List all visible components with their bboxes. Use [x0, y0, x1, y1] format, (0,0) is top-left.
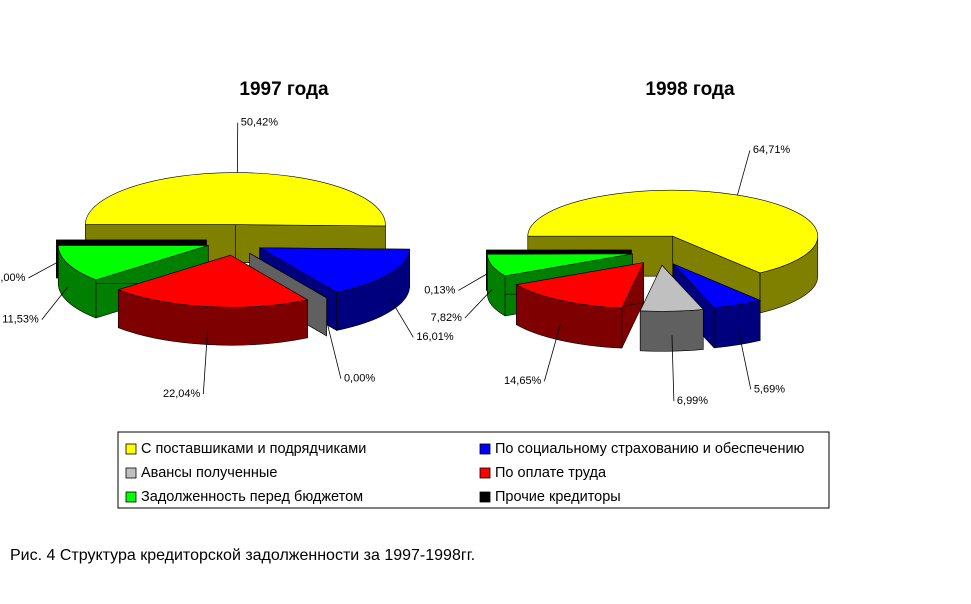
pie-slice [515, 262, 645, 349]
slice-top [639, 264, 704, 312]
data-label: 0,00% [344, 373, 375, 385]
leader-line [737, 328, 752, 390]
data-label: 6,99% [677, 395, 708, 407]
chart-title: 1997 года [239, 79, 329, 100]
slice-top [515, 262, 645, 309]
data-label: 22,04% [163, 388, 201, 400]
slice-wall [713, 300, 761, 349]
slice-top [85, 172, 386, 227]
legend-label: Авансы полученные [141, 465, 277, 481]
chart-title: 1998 года [645, 79, 735, 100]
leader-line [41, 286, 69, 320]
slice-wall [639, 309, 704, 352]
legend-label: С поставшиками и подрядчиками [141, 441, 366, 457]
slice-top [487, 253, 633, 277]
data-label: 7,82% [431, 312, 462, 324]
legend-label: По оплате труда [495, 465, 607, 481]
slice-top [57, 245, 209, 281]
leader-line [388, 296, 414, 338]
legend-swatch [479, 467, 491, 479]
data-label: 11,53% [2, 314, 39, 326]
leader-line [543, 324, 561, 382]
legend-box [117, 431, 830, 509]
legend-swatch [125, 467, 137, 479]
data-label: 0,00% [0, 272, 26, 284]
data-label: 0,13% [424, 284, 455, 296]
leader-line [737, 150, 751, 196]
pie-slice [117, 254, 309, 346]
data-label: 64,71% [753, 144, 791, 156]
slice-top [117, 254, 309, 308]
caption: Рис. 4 Структура кредиторской задолженно… [10, 547, 475, 564]
legend-label: Прочие кредиторы [495, 489, 621, 505]
slice-top [258, 247, 410, 293]
leader-line [28, 262, 57, 279]
data-label: 50,42% [241, 117, 279, 129]
data-label: 14,65% [504, 375, 542, 387]
legend-swatch [479, 443, 491, 455]
leader-line [202, 329, 209, 395]
leader-line [458, 273, 487, 291]
legend-label: По социальному страхованию и обеспечению [495, 441, 805, 457]
slice-top [672, 263, 762, 309]
legend-label: Задолженность перед бюджетом [141, 489, 363, 505]
legend-swatch [125, 491, 137, 503]
slice-top [527, 189, 818, 274]
data-label: 5,69% [754, 383, 785, 395]
legend-swatch [479, 491, 491, 503]
legend-swatch [125, 443, 137, 455]
data-label: 16,01% [416, 331, 454, 343]
pie-slice [639, 264, 704, 352]
leader-line [671, 335, 675, 402]
leader-line [326, 320, 342, 379]
leader-line [464, 289, 493, 319]
